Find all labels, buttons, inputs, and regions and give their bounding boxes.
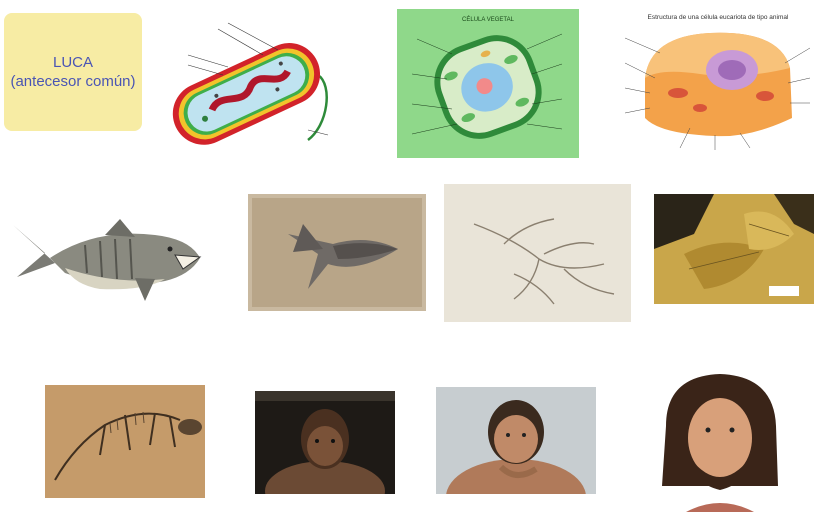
hominid-reconstruction <box>255 391 395 494</box>
animal-cell-title: Estructura de una célula eucariota de ti… <box>648 14 789 21</box>
animal-cell-diagram: Estructura de una célula eucariota de ti… <box>620 8 816 158</box>
dunkleosteus-illustration <box>5 213 203 308</box>
fossil-fish-slab <box>248 194 426 311</box>
luca-title: LUCA <box>52 54 93 71</box>
fossil-skeleton <box>45 385 205 498</box>
fossil-leaf-slab <box>654 194 814 304</box>
luca-subtitle: (antecesor común) <box>10 73 136 90</box>
human-reconstruction <box>646 366 794 512</box>
plant-cell-diagram: CÉLULA VEGETAL <box>397 9 579 158</box>
plant-cell-title: CÉLULA VEGETAL <box>462 16 515 23</box>
luca-card: LUCA (antecesor común) <box>4 13 142 131</box>
archaeopteryx-fossil <box>444 184 631 322</box>
neanderthal-reconstruction <box>436 387 596 494</box>
prokaryotic-cell-diagram <box>158 15 338 150</box>
